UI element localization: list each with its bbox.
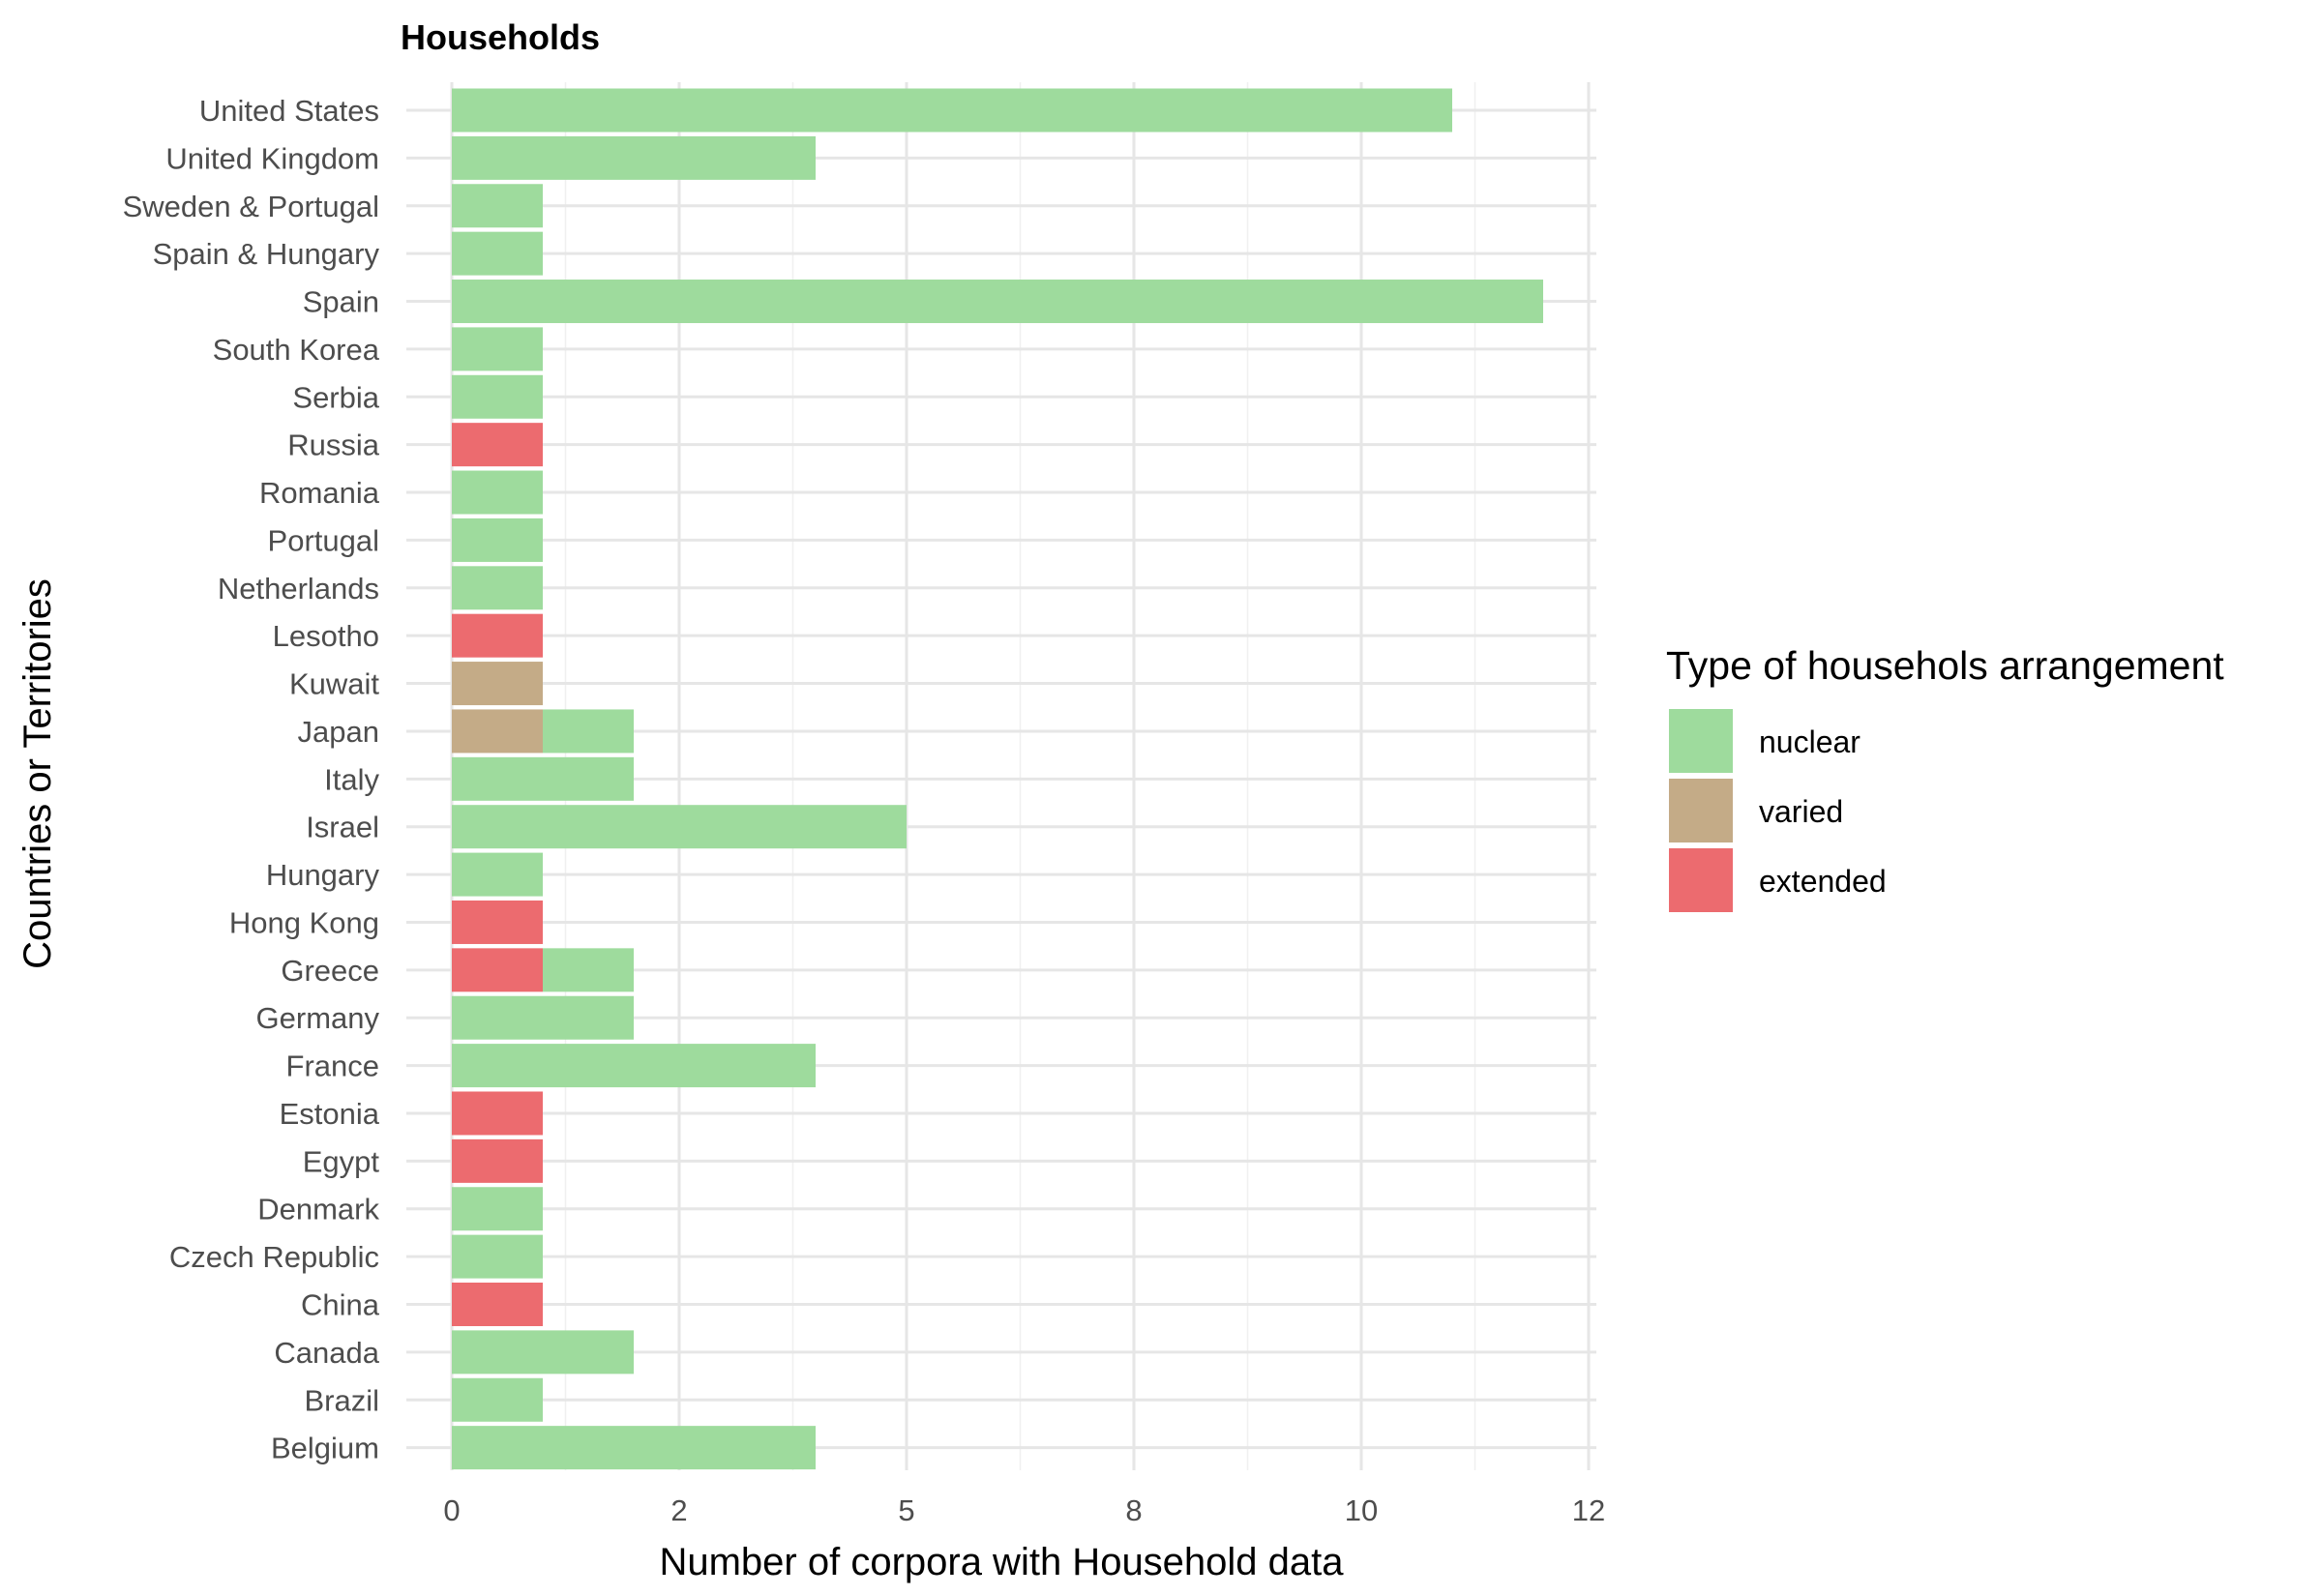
bar-extended: [452, 1091, 543, 1136]
bar-extended: [452, 900, 543, 944]
bar-nuclear: [452, 1234, 543, 1279]
y-tick-label: Greece: [281, 954, 379, 988]
y-tick-label: Denmark: [257, 1193, 379, 1227]
x-tick-label: 10: [1345, 1493, 1378, 1527]
bar-nuclear: [452, 1426, 816, 1470]
bar-nuclear: [452, 517, 543, 562]
legend-items: nuclear varied extended: [1669, 709, 1887, 912]
y-tick-label: Russia: [287, 429, 380, 462]
bar-nuclear: [452, 1377, 543, 1422]
y-tick-label: Serbia: [292, 380, 379, 414]
y-tick-label: Romania: [259, 476, 380, 510]
bar-nuclear: [452, 231, 543, 276]
bar-nuclear: [452, 566, 543, 610]
bar-nuclear: [452, 995, 634, 1040]
y-tick-label: Spain: [303, 285, 379, 319]
bar-nuclear: [452, 756, 634, 801]
y-tick-label: Brazil: [304, 1383, 379, 1417]
legend-label-varied: varied: [1759, 794, 1843, 829]
bar-extended: [452, 1283, 543, 1326]
chart-title: Households: [401, 17, 600, 57]
x-tick-label: 0: [443, 1493, 460, 1527]
bar-nuclear: [452, 1044, 816, 1088]
y-tick-label: France: [286, 1049, 379, 1083]
legend-key-extended: [1669, 848, 1733, 912]
y-tick-label: Hungary: [266, 858, 380, 892]
bar-nuclear: [452, 280, 1543, 324]
bar-extended: [452, 613, 543, 658]
y-tick-label: Estonia: [280, 1097, 380, 1131]
y-tick-label: United Kingdom: [165, 141, 379, 175]
bar-extended: [452, 948, 543, 992]
bar-nuclear: [452, 135, 816, 180]
y-tick-label: Belgium: [271, 1432, 379, 1465]
bar-nuclear: [452, 852, 543, 897]
y-tick-labels: United States United Kingdom Sweden & Port…: [123, 94, 380, 1465]
y-tick-label: Germany: [256, 1001, 380, 1035]
bar-nuclear: [452, 374, 543, 419]
y-tick-label: Israel: [306, 811, 379, 844]
y-tick-label: Egypt: [303, 1144, 380, 1178]
bar-nuclear: [452, 327, 543, 371]
legend: Type of househols arrangement nuclear var…: [1666, 643, 2224, 912]
y-tick-label: Italy: [324, 762, 379, 796]
bars-layer: [452, 88, 1543, 1470]
legend-label-extended: extended: [1759, 864, 1887, 899]
y-tick-label: Kuwait: [289, 667, 379, 701]
y-tick-label: South Korea: [213, 333, 380, 367]
bar-extended: [452, 423, 543, 467]
bar-nuclear: [543, 709, 634, 754]
bar-nuclear: [452, 184, 543, 228]
y-tick-label: Netherlands: [218, 572, 379, 606]
bar-varied: [452, 709, 543, 754]
bar-varied: [452, 662, 543, 706]
bar-nuclear: [452, 470, 543, 515]
y-tick-label: Lesotho: [273, 619, 379, 653]
bar-nuclear: [452, 1187, 543, 1231]
y-tick-label: Hong Kong: [229, 905, 379, 939]
x-tick-labels: 0 2 5 8 10 12: [443, 1493, 1605, 1527]
y-tick-label: Spain & Hungary: [153, 237, 380, 271]
y-tick-label: Sweden & Portugal: [123, 190, 379, 223]
x-tick-label: 12: [1572, 1493, 1605, 1527]
y-tick-label: China: [301, 1288, 380, 1322]
bar-nuclear: [452, 805, 907, 849]
y-tick-label: Portugal: [268, 523, 379, 557]
x-tick-label: 5: [898, 1493, 914, 1527]
y-tick-label: United States: [199, 94, 379, 128]
legend-key-varied: [1669, 779, 1733, 842]
y-axis-title: Countries or Territories: [16, 578, 59, 969]
bar-extended: [452, 1138, 543, 1183]
y-tick-label: Canada: [274, 1336, 379, 1370]
y-tick-label: Japan: [298, 715, 379, 749]
y-tick-label: Czech Republic: [169, 1240, 379, 1274]
x-tick-label: 2: [670, 1493, 687, 1527]
bar-nuclear: [452, 88, 1452, 133]
x-axis-title: Number of corpora with Household data: [659, 1541, 1344, 1583]
legend-key-nuclear: [1669, 709, 1733, 773]
legend-label-nuclear: nuclear: [1759, 724, 1861, 759]
legend-title: Type of househols arrangement: [1666, 643, 2224, 688]
bar-nuclear: [543, 948, 634, 992]
bar-nuclear: [452, 1330, 634, 1374]
x-tick-label: 8: [1125, 1493, 1142, 1527]
